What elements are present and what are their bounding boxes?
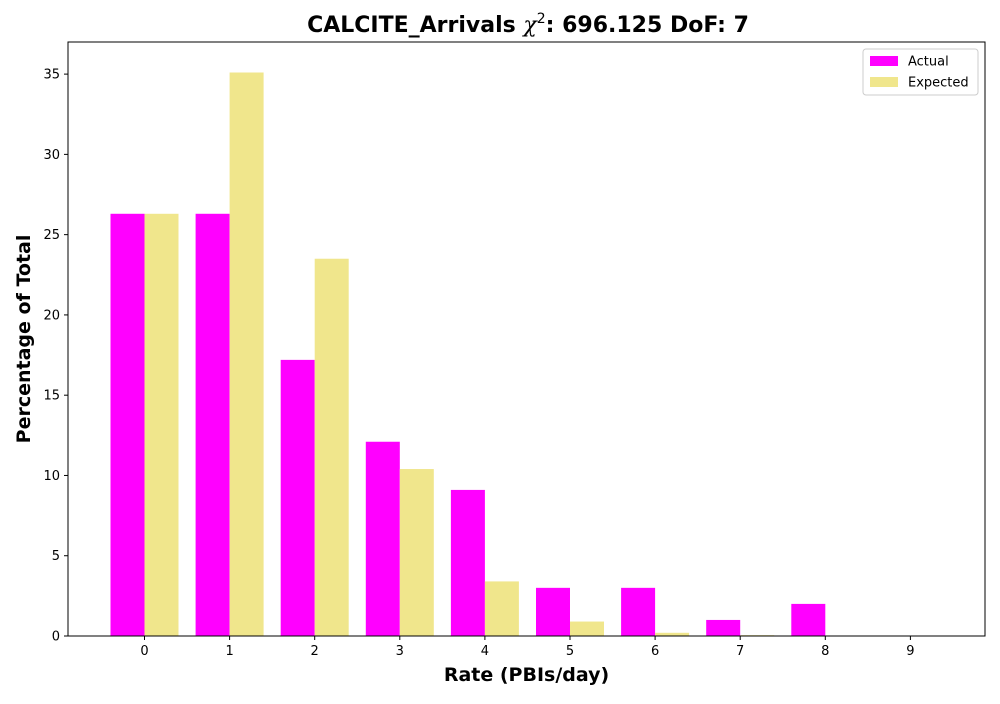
x-tick-label: 4	[481, 644, 489, 659]
y-axis-label: Percentage of Total	[13, 235, 35, 444]
x-tick-label: 3	[396, 644, 404, 659]
y-tick-label: 5	[52, 549, 60, 564]
chart-title: CALCITE_Arrivals χ2: 696.125 DoF: 7	[307, 11, 749, 38]
bar-expected-1	[229, 72, 264, 637]
bar-actual-8	[791, 603, 826, 636]
bars-group	[110, 72, 826, 637]
chart-title-main: CALCITE_Arrivals	[307, 13, 523, 38]
bar-expected-5	[570, 621, 604, 636]
chart-title-chi: χ	[521, 13, 538, 38]
x-tick-label: 2	[311, 644, 319, 659]
bar-expected-3	[399, 469, 434, 636]
x-tick-label: 5	[566, 644, 574, 659]
x-tick-label: 0	[140, 644, 148, 659]
y-tick-label: 35	[43, 68, 60, 83]
chart-title-rest: : 696.125 DoF: 7	[546, 13, 749, 38]
bar-actual-7	[706, 619, 741, 636]
bar-expected-2	[314, 258, 349, 636]
bar-actual-3	[365, 441, 400, 636]
bar-actual-1	[195, 213, 230, 636]
x-tick-label: 8	[821, 644, 829, 659]
bar-actual-5	[536, 587, 570, 636]
y-tick-label: 15	[43, 389, 60, 404]
legend-swatch-expected	[870, 77, 898, 87]
bar-actual-2	[280, 359, 315, 636]
y-tick-label: 20	[43, 308, 60, 323]
y-tick-label: 25	[43, 228, 60, 243]
x-tick-label: 6	[651, 644, 659, 659]
legend-label-actual: Actual	[908, 55, 949, 70]
bar-actual-4	[450, 489, 485, 636]
y-tick-label: 0	[52, 630, 60, 645]
legend-swatch-actual	[870, 56, 898, 66]
bar-expected-4	[484, 581, 519, 636]
chart-title-superscript: 2	[537, 11, 546, 27]
y-axis: 0 5 10 15 20 25 30 35	[43, 68, 68, 645]
x-axis: 0 1 2 3 4 5 6 7 8 9	[140, 636, 915, 659]
x-axis-label: Rate (PBIs/day)	[444, 664, 609, 686]
bar-expected-6	[655, 632, 690, 636]
bar-actual-0	[110, 213, 145, 636]
x-tick-label: 9	[906, 644, 914, 659]
bar-actual-6	[621, 587, 656, 636]
y-tick-label: 30	[43, 148, 60, 163]
legend: Actual Expected	[862, 48, 979, 96]
legend-label-expected: Expected	[908, 76, 969, 91]
x-tick-label: 7	[736, 644, 744, 659]
plot-frame	[67, 41, 986, 637]
bar-expected-0	[144, 213, 179, 636]
x-tick-label: 1	[225, 644, 233, 659]
y-tick-label: 10	[43, 469, 60, 484]
